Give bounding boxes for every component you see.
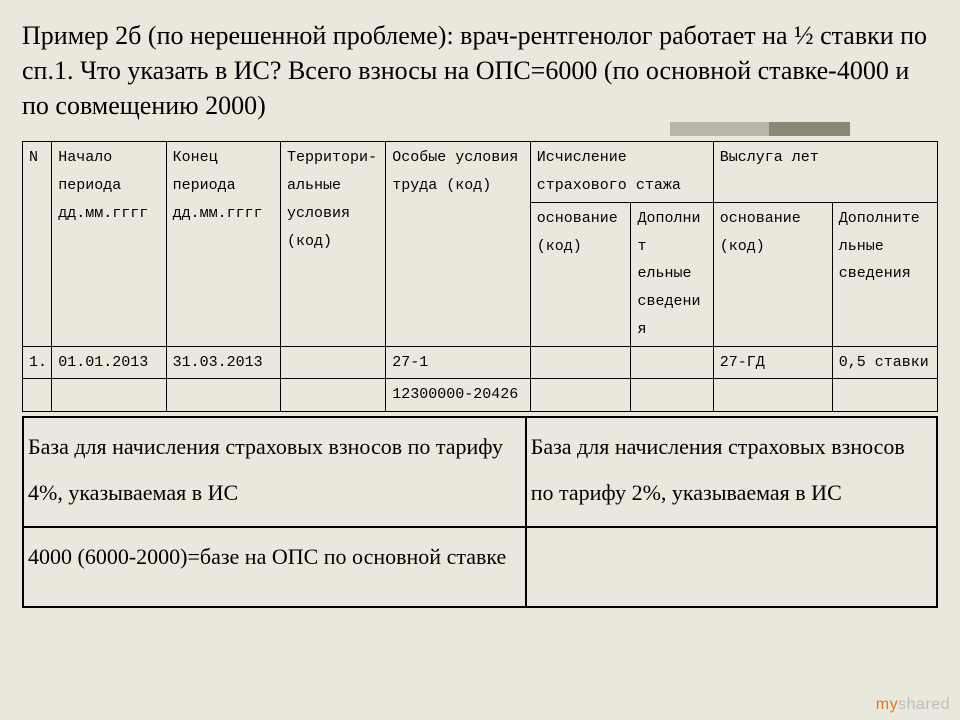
col-insurance-group: Исчисление страхового стажа [530,142,713,203]
accent-bar-dark [769,122,850,136]
period-table-wrap: N Начало периода дд.мм.гггг Конец период… [22,141,938,412]
cell-insurance-extra [631,379,713,412]
cell-period-end [166,379,280,412]
slide-title: Пример 2б (по нерешенной проблеме): врач… [22,18,938,123]
cell-insurance-basis [530,346,631,379]
cell-service-basis: 27-ГД [713,346,832,379]
base-header-right: База для начисления страховых взносов по… [526,417,937,527]
slide: Пример 2б (по нерешенной проблеме): врач… [0,0,960,720]
watermark-part1: my [876,696,898,713]
cell-special: 12300000-20426 [386,379,531,412]
base-data-left: 4000 (6000-2000)=базе на ОПС по основной… [23,527,526,607]
col-period-end: Конец периода дд.мм.гггг [166,142,280,346]
header-row-1: N Начало периода дд.мм.гггг Конец период… [23,142,938,203]
col-territorial: Территори-альные условия (код) [281,142,386,346]
base-table: База для начисления страховых взносов по… [22,416,938,608]
base-header-row: База для начисления страховых взносов по… [23,417,937,527]
base-header-left: База для начисления страховых взносов по… [23,417,526,527]
col-service-basis: основание (код) [713,202,832,346]
cell-n: 1. [23,346,52,379]
col-special: Особые условия труда (код) [386,142,531,346]
watermark: myshared [876,696,950,714]
period-table: N Начало периода дд.мм.гггг Конец период… [22,141,938,412]
cell-period-start: 01.01.2013 [52,346,166,379]
cell-insurance-basis [530,379,631,412]
cell-n [23,379,52,412]
cell-territorial [281,379,386,412]
cell-period-start [52,379,166,412]
cell-service-basis [713,379,832,412]
cell-territorial [281,346,386,379]
col-insurance-basis: основание (код) [530,202,631,346]
watermark-part2: shared [898,696,950,713]
col-insurance-extra: Дополнит ельные сведения [631,202,713,346]
col-service-group: Выслуга лет [713,142,937,203]
cell-special: 27-1 [386,346,531,379]
accent-bar [670,122,850,136]
col-n: N [23,142,52,346]
cell-period-end: 31.03.2013 [166,346,280,379]
cell-insurance-extra [631,346,713,379]
col-service-extra: Дополните льные сведения [832,202,937,346]
cell-service-extra [832,379,937,412]
cell-service-extra: 0,5 ставки [832,346,937,379]
data-row-1: 1. 01.01.2013 31.03.2013 27-1 27-ГД 0,5 … [23,346,938,379]
accent-bar-light [670,122,769,136]
col-period-start: Начало периода дд.мм.гггг [52,142,166,346]
base-data-right [526,527,937,607]
data-row-2: 12300000-20426 [23,379,938,412]
base-data-row: 4000 (6000-2000)=базе на ОПС по основной… [23,527,937,607]
